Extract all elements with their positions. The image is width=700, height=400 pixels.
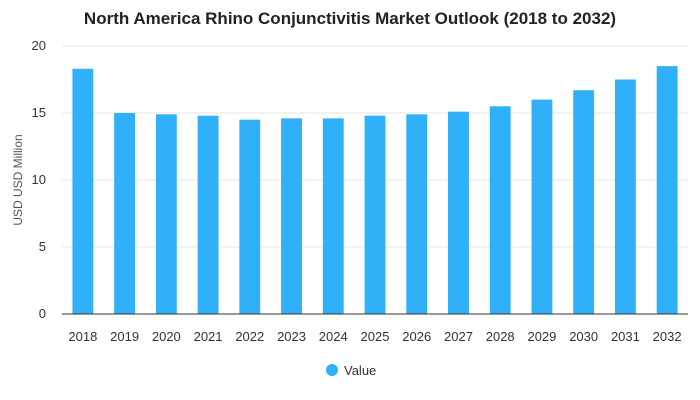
bar-2023[interactable]: [281, 118, 302, 314]
x-tick-label: 2026: [402, 329, 431, 344]
y-axis-label: USD USD Million: [11, 134, 25, 225]
y-tick-labels: 0 5 10 15 20: [32, 38, 46, 321]
legend-swatch: [326, 364, 338, 376]
bar-2025[interactable]: [364, 115, 386, 315]
bar-2022[interactable]: [239, 119, 261, 314]
x-tick-label: 2020: [152, 329, 181, 344]
legend-label: Value: [344, 363, 376, 378]
bar-2028[interactable]: [489, 106, 511, 314]
x-tick-label: 2027: [444, 329, 473, 344]
bar-2032[interactable]: [656, 66, 678, 314]
x-tick-label: 2029: [527, 329, 556, 344]
x-tick-label: 2023: [277, 329, 306, 344]
y-tick-label: 10: [32, 172, 46, 187]
x-tick-label: 2031: [611, 329, 640, 344]
bars: [72, 66, 678, 315]
bar-2027[interactable]: [448, 111, 469, 314]
x-tick-labels: 2018 2019 2020 2021 2022 2023 2024 2025 2026 2027…: [68, 329, 681, 344]
x-tick-label: 2018: [68, 329, 97, 344]
x-tick-label: 2028: [486, 329, 515, 344]
x-tick-label: 2022: [235, 329, 264, 344]
bar-2029[interactable]: [531, 99, 553, 314]
bar-2026[interactable]: [406, 114, 428, 314]
bar-2018[interactable]: [72, 68, 94, 314]
x-tick-label: 2025: [361, 329, 390, 344]
x-tick-label: 2030: [569, 329, 598, 344]
bar-2030[interactable]: [573, 90, 595, 314]
y-tick-label: 0: [39, 306, 46, 321]
legend[interactable]: Value: [326, 363, 376, 378]
x-tick-label: 2024: [319, 329, 348, 344]
bar-2019[interactable]: [114, 113, 136, 314]
y-tick-label: 15: [32, 105, 46, 120]
y-tick-label: 20: [32, 38, 46, 53]
x-tick-label: 2019: [110, 329, 139, 344]
bar-2020[interactable]: [155, 114, 177, 314]
chart-title: North America Rhino Conjunctivitis Marke…: [84, 9, 616, 28]
x-tick-label: 2032: [653, 329, 682, 344]
bar-2021[interactable]: [197, 115, 219, 315]
x-tick-label: 2021: [194, 329, 223, 344]
bar-2024[interactable]: [322, 118, 344, 314]
y-tick-label: 5: [39, 239, 46, 254]
bar-2031[interactable]: [614, 79, 636, 315]
